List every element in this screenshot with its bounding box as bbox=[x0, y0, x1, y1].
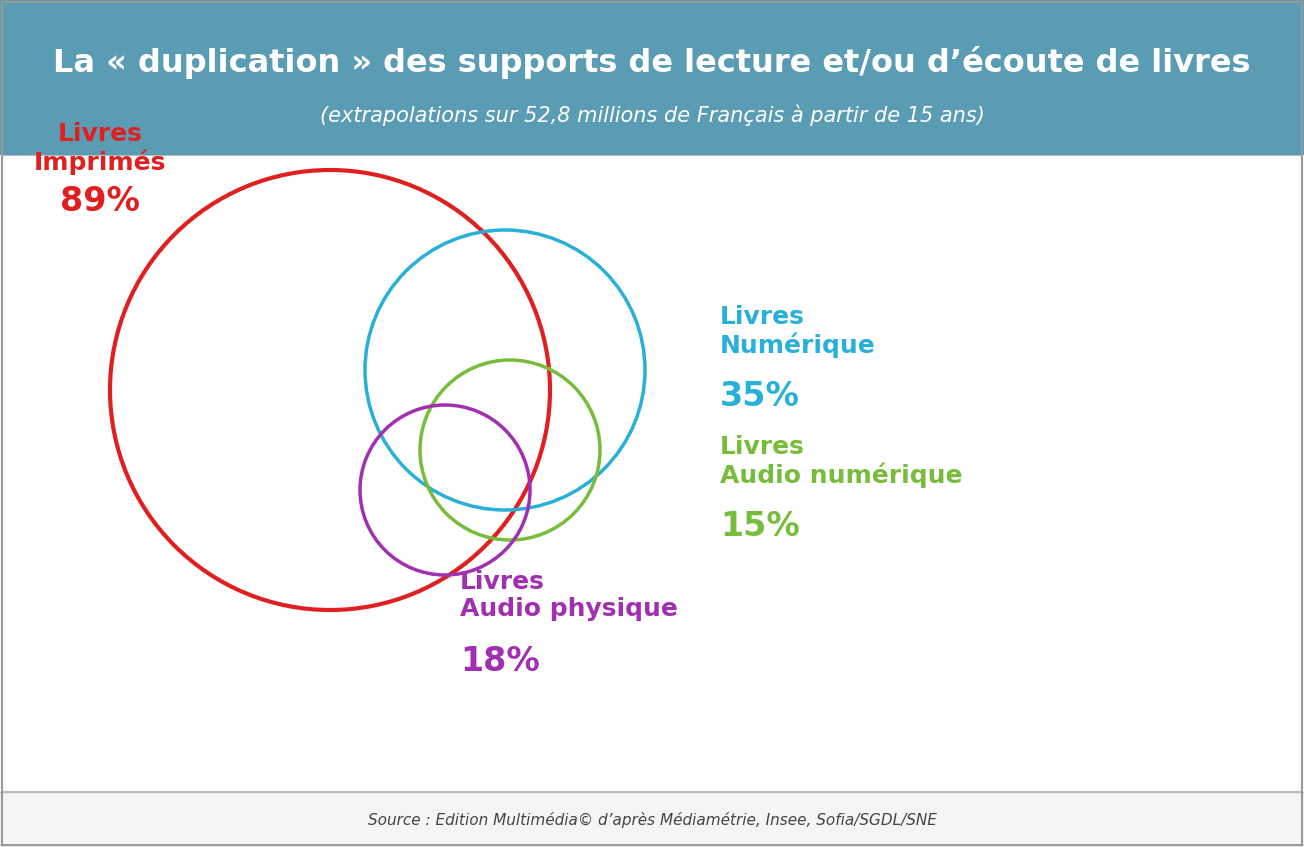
Text: 18%: 18% bbox=[460, 645, 540, 678]
Text: (extrapolations sur 52,8 millions de Français à partir de 15 ans): (extrapolations sur 52,8 millions de Fra… bbox=[319, 104, 985, 125]
Text: 89%: 89% bbox=[60, 185, 140, 218]
Bar bbox=[3, 155, 1301, 792]
Text: Livres
Imprimés: Livres Imprimés bbox=[34, 123, 166, 175]
Text: Livres
Audio physique: Livres Audio physique bbox=[460, 570, 678, 621]
Text: 35%: 35% bbox=[720, 380, 799, 413]
Text: Livres
Audio numérique: Livres Audio numérique bbox=[720, 435, 962, 488]
Text: La « duplication » des supports de lecture et/ou d’écoute de livres: La « duplication » des supports de lectu… bbox=[53, 46, 1251, 79]
Bar bbox=[0, 0, 1304, 155]
Text: 15%: 15% bbox=[720, 510, 799, 543]
Text: Source : Edition Multimédia© d’après Médiamétrie, Insee, Sofia/SGDL/SNE: Source : Edition Multimédia© d’après Méd… bbox=[368, 812, 936, 828]
Bar bbox=[0, 792, 1304, 847]
Text: Livres
Numérique: Livres Numérique bbox=[720, 305, 876, 357]
